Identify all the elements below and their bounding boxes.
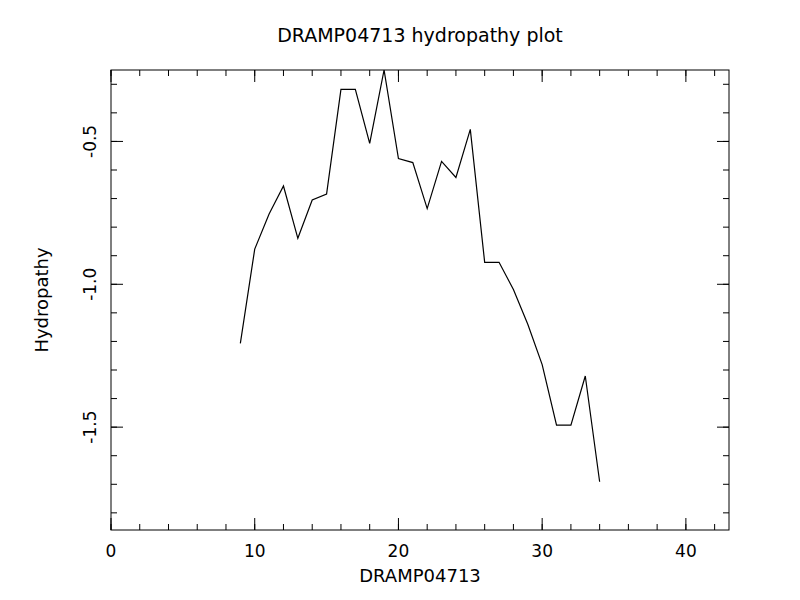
y-minor-tick bbox=[111, 484, 117, 485]
y-minor-tick bbox=[111, 341, 117, 342]
x-minor-tick bbox=[168, 524, 169, 530]
x-minor-tick bbox=[455, 70, 456, 76]
x-axis-label: DRAMP04713 bbox=[359, 565, 481, 586]
y-axis-label: Hydropathy bbox=[31, 247, 52, 353]
y-tick-label: -1.5 bbox=[80, 411, 100, 444]
y-minor-tick bbox=[111, 512, 117, 513]
y-minor-tick bbox=[723, 170, 729, 171]
x-tick bbox=[685, 518, 686, 530]
y-minor-tick bbox=[723, 255, 729, 256]
y-minor-tick bbox=[111, 255, 117, 256]
x-minor-tick bbox=[225, 524, 226, 530]
y-tick-label: -1.0 bbox=[80, 268, 100, 301]
x-minor-tick bbox=[312, 524, 313, 530]
x-minor-tick bbox=[139, 524, 140, 530]
x-minor-tick bbox=[369, 524, 370, 530]
x-minor-tick bbox=[657, 524, 658, 530]
x-minor-tick bbox=[628, 524, 629, 530]
y-minor-tick bbox=[723, 370, 729, 371]
plot-area bbox=[240, 70, 599, 482]
y-minor-tick bbox=[111, 84, 117, 85]
x-minor-tick bbox=[340, 524, 341, 530]
x-minor-tick bbox=[657, 70, 658, 76]
chart: 0 10 20 30 40 -0.5 -1.0 -1.5 DRAMP04713 hydropat… bbox=[0, 0, 800, 600]
x-tick bbox=[254, 70, 255, 82]
x-minor-tick bbox=[283, 70, 284, 76]
x-tick bbox=[685, 70, 686, 82]
x-tick bbox=[254, 518, 255, 530]
y-minor-tick bbox=[723, 512, 729, 513]
x-minor-tick bbox=[628, 70, 629, 76]
x-minor-tick bbox=[484, 524, 485, 530]
y-minor-tick bbox=[723, 227, 729, 228]
y-tick bbox=[717, 284, 729, 285]
x-minor-tick bbox=[714, 524, 715, 530]
y-minor-tick bbox=[723, 198, 729, 199]
y-tick bbox=[111, 284, 123, 285]
y-tick bbox=[111, 141, 123, 142]
x-tick-label: 20 bbox=[388, 541, 410, 561]
x-minor-tick bbox=[283, 524, 284, 530]
hydropathy-line bbox=[240, 70, 599, 482]
x-minor-tick bbox=[197, 70, 198, 76]
x-tick bbox=[542, 70, 543, 82]
x-minor-tick bbox=[197, 524, 198, 530]
x-minor-tick bbox=[369, 70, 370, 76]
y-tick bbox=[717, 141, 729, 142]
y-minor-tick bbox=[111, 112, 117, 113]
y-tick-label: -0.5 bbox=[80, 125, 100, 158]
x-tick bbox=[398, 518, 399, 530]
x-minor-tick bbox=[225, 70, 226, 76]
x-tick-label: 10 bbox=[244, 541, 266, 561]
y-minor-tick bbox=[111, 170, 117, 171]
x-minor-tick bbox=[570, 524, 571, 530]
y-minor-tick bbox=[723, 484, 729, 485]
y-minor-tick bbox=[723, 112, 729, 113]
y-minor-tick bbox=[111, 370, 117, 371]
x-tick bbox=[111, 518, 112, 530]
y-minor-tick bbox=[723, 84, 729, 85]
y-minor-tick bbox=[111, 455, 117, 456]
x-tick bbox=[111, 70, 112, 82]
y-minor-tick bbox=[723, 398, 729, 399]
x-tick bbox=[542, 518, 543, 530]
x-minor-tick bbox=[599, 70, 600, 76]
x-minor-tick bbox=[484, 70, 485, 76]
title: DRAMP04713 hydropathy plot bbox=[277, 24, 563, 46]
y-tick bbox=[717, 427, 729, 428]
y-minor-tick bbox=[723, 341, 729, 342]
x-minor-tick bbox=[312, 70, 313, 76]
x-minor-tick bbox=[714, 70, 715, 76]
y-minor-tick bbox=[723, 312, 729, 313]
x-tick-label: 0 bbox=[106, 541, 117, 561]
x-minor-tick bbox=[599, 524, 600, 530]
y-minor-tick bbox=[111, 312, 117, 313]
y-tick bbox=[111, 427, 123, 428]
x-minor-tick bbox=[427, 70, 428, 76]
y-minor-tick bbox=[111, 198, 117, 199]
y-minor-tick bbox=[111, 398, 117, 399]
y-minor-tick bbox=[723, 455, 729, 456]
x-minor-tick bbox=[340, 70, 341, 76]
x-minor-tick bbox=[513, 524, 514, 530]
x-minor-tick bbox=[168, 70, 169, 76]
y-minor-tick bbox=[111, 227, 117, 228]
x-tick-label: 30 bbox=[531, 541, 553, 561]
x-minor-tick bbox=[513, 70, 514, 76]
x-tick-label: 40 bbox=[675, 541, 697, 561]
x-minor-tick bbox=[570, 70, 571, 76]
x-minor-tick bbox=[139, 70, 140, 76]
plot-frame bbox=[111, 70, 729, 530]
x-minor-tick bbox=[427, 524, 428, 530]
x-tick bbox=[398, 70, 399, 82]
x-minor-tick bbox=[455, 524, 456, 530]
